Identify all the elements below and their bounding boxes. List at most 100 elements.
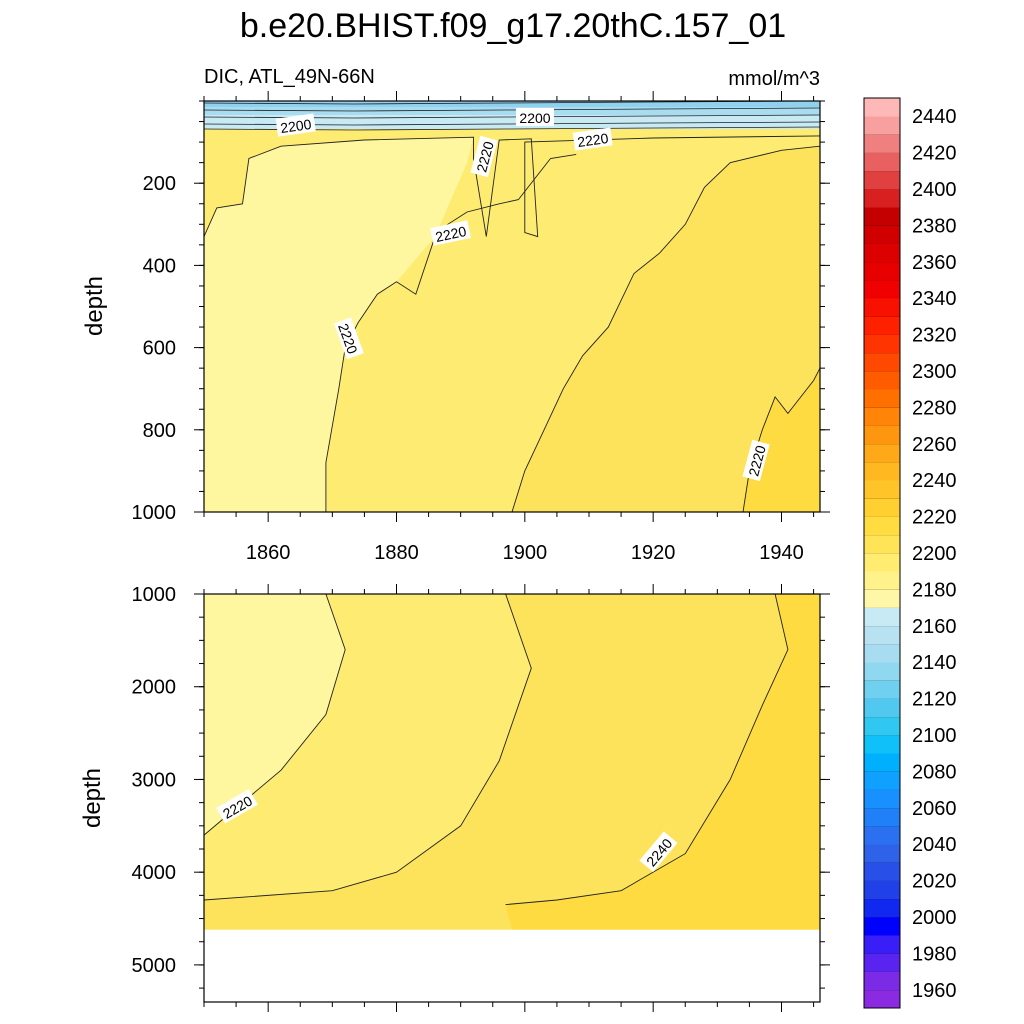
contour-label-box: [275, 113, 316, 137]
contour-label-text: 2200: [279, 116, 312, 136]
colorbar-label: 2140: [912, 652, 957, 674]
colorbar-swatch: [864, 480, 900, 499]
colorbar-swatch: [864, 371, 900, 390]
contour-label-box: [430, 220, 472, 246]
colorbar-label: 2020: [912, 871, 957, 893]
contour-label-box: [742, 439, 770, 482]
colorbar-swatch: [864, 862, 900, 881]
colorbar-label: 2360: [912, 252, 957, 274]
colorbar-swatch: [864, 553, 900, 572]
y-tick-label: 800: [143, 420, 176, 442]
contour-label: 2200: [275, 113, 316, 137]
y-tick-label: 2000: [132, 677, 177, 699]
y-tick-label: 5000: [132, 955, 177, 977]
colorbar-label: 2120: [912, 689, 957, 711]
y-tick-label: 4000: [132, 862, 177, 884]
colorbar-swatch: [864, 516, 900, 536]
colorbar-swatch: [864, 134, 900, 153]
colorbar-swatch: [864, 425, 900, 445]
colorbar-label: 2160: [912, 616, 957, 638]
colorbar-swatch: [864, 607, 900, 627]
colorbar-swatch: [864, 680, 900, 699]
colorbar-swatch: [864, 935, 900, 954]
colorbar-label: 2220: [912, 507, 957, 529]
y-tick-label: 400: [143, 255, 176, 277]
contour-label-box: [639, 831, 678, 873]
colorbar-swatch: [864, 334, 900, 354]
field-2240-2250: [743, 368, 820, 512]
colorbar: 1960 1980 2000 2020 2040 2060 2080 2100 2120 2140…: [863, 97, 957, 1009]
colorbar-swatch: [864, 662, 900, 681]
y-tick-label: 3000: [132, 769, 177, 791]
contour-label-box: [516, 108, 554, 126]
colorbar-swatch: [864, 953, 900, 972]
colorbar-swatch: [864, 280, 900, 299]
chart-title: b.e20.BHIST.f09_g17.20thC.157_01: [240, 7, 786, 45]
contour-line-2220: [204, 135, 820, 238]
x-tick-label: 1920: [631, 542, 676, 564]
contour-label-text: 2220: [576, 130, 609, 150]
colorbar-swatch: [864, 407, 900, 426]
contour-label: 2220: [742, 439, 770, 482]
lower-ylabel: depth: [79, 768, 106, 828]
y-tick-label: 1000: [132, 584, 177, 606]
colorbar-swatch: [864, 170, 900, 190]
colorbar-swatch: [864, 880, 900, 900]
colorbar-label: 2080: [912, 761, 957, 783]
chart-units: mmol/m^3: [728, 68, 820, 90]
colorbar-swatch: [864, 917, 900, 936]
surface-contour-line: [204, 107, 820, 112]
colorbar-swatch: [864, 298, 900, 317]
colorbar-swatch: [864, 571, 900, 590]
contour-line-2220: [204, 594, 346, 836]
colorbar-label: 2100: [912, 725, 957, 747]
surface-band-2150: [204, 101, 820, 107]
contour-label-text: 2220: [434, 223, 468, 245]
colorbar-swatch: [864, 316, 900, 335]
contour-label-box: [572, 127, 613, 151]
colorbar-label: 2400: [912, 179, 957, 201]
x-tick-label: 1940: [759, 542, 804, 564]
colorbar-label: 1980: [912, 943, 957, 965]
colorbar-label: 2420: [912, 143, 957, 165]
colorbar-label: 2340: [912, 288, 957, 310]
colorbar-label: 2240: [912, 470, 957, 492]
colorbar-swatch: [864, 644, 900, 663]
colorbar-swatch: [864, 589, 900, 608]
colorbar-swatch: [864, 116, 900, 135]
colorbar-label: 2180: [912, 579, 957, 601]
colorbar-label: 2000: [912, 907, 957, 929]
contour-label-text: 2220: [745, 443, 769, 477]
field-2210-2220: [204, 594, 346, 836]
y-tick-label: 200: [143, 173, 176, 195]
colorbar-swatch: [864, 261, 900, 281]
contour-label: 2220: [470, 135, 498, 178]
colorbar-swatch: [864, 753, 900, 772]
contour-label-text: 2200: [519, 110, 550, 126]
colorbar-frame: [863, 97, 901, 1009]
colorbar-swatch: [864, 443, 900, 463]
colorbar-label: 2320: [912, 325, 957, 347]
contour-label: 2200: [516, 108, 554, 126]
contour-line-2220: [325, 153, 577, 512]
colorbar-swatch: [864, 352, 900, 372]
colorbar-swatch: [864, 207, 900, 226]
colorbar-swatch: [864, 243, 900, 263]
colorbar-swatch: [864, 826, 900, 845]
colorbar-swatch: [864, 189, 900, 208]
contour-line-2240: [511, 145, 820, 512]
colorbar-swatch: [864, 735, 900, 754]
contour-line-2220: [204, 594, 532, 901]
colorbar-swatch: [864, 716, 900, 736]
surface-contour-line: [204, 101, 820, 105]
colorbar-swatch: [864, 698, 900, 718]
colorbar-swatch: [864, 225, 900, 244]
colorbar-swatch: [864, 989, 900, 1009]
colorbar-swatch: [864, 534, 900, 554]
x-tick-label: 1900: [503, 542, 548, 564]
field-2230-2240: [512, 146, 820, 512]
colorbar-swatch: [864, 789, 900, 809]
